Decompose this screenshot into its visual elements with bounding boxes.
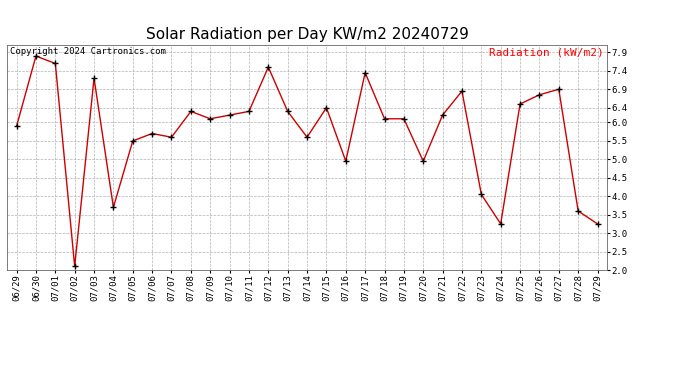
- Title: Solar Radiation per Day KW/m2 20240729: Solar Radiation per Day KW/m2 20240729: [146, 27, 469, 42]
- Text: Radiation (kW/m2): Radiation (kW/m2): [489, 47, 604, 57]
- Text: Copyright 2024 Cartronics.com: Copyright 2024 Cartronics.com: [10, 47, 166, 56]
